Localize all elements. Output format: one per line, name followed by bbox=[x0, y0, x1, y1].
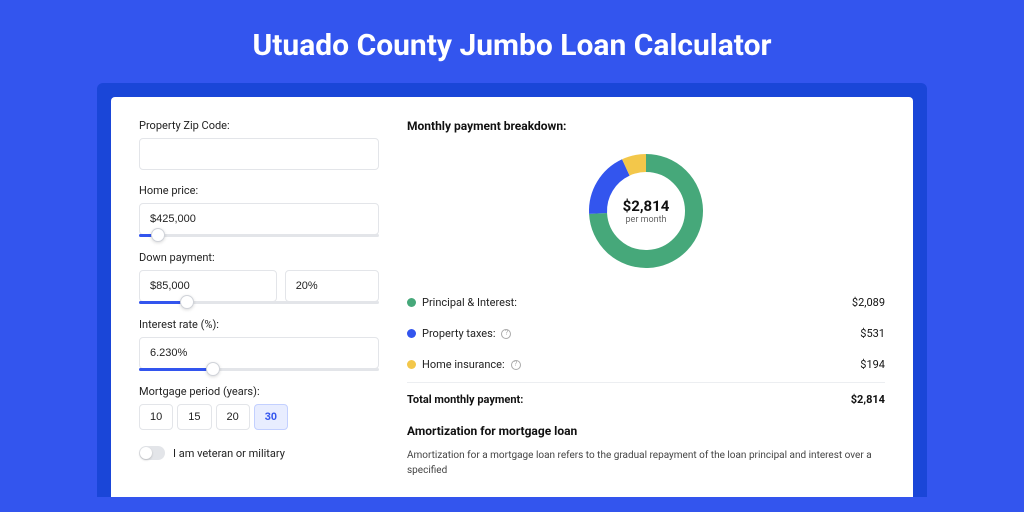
breakdown-row-principal_interest: Principal & Interest: $2,089 bbox=[407, 287, 885, 318]
interest-rate-input[interactable] bbox=[139, 337, 379, 369]
home-price-slider-thumb[interactable] bbox=[151, 228, 165, 242]
home-price-label: Home price: bbox=[139, 184, 379, 197]
breakdown-value: $194 bbox=[860, 358, 885, 371]
veteran-toggle-knob bbox=[140, 447, 152, 459]
card-outer: Property Zip Code: Home price: Down paym… bbox=[97, 83, 927, 497]
home-price-slider[interactable] bbox=[139, 234, 379, 237]
amortization-title: Amortization for mortgage loan bbox=[407, 424, 885, 438]
donut-sublabel: per month bbox=[623, 215, 670, 225]
down-payment-label: Down payment: bbox=[139, 251, 379, 264]
zip-label: Property Zip Code: bbox=[139, 119, 379, 132]
breakdown-value: $2,089 bbox=[852, 296, 885, 309]
breakdown-column: Monthly payment breakdown: $2,814 per mo… bbox=[407, 119, 885, 497]
period-btn-15[interactable]: 15 bbox=[177, 404, 211, 430]
payment-donut-chart: $2,814 per month bbox=[586, 151, 706, 271]
info-icon[interactable]: ? bbox=[511, 360, 521, 370]
donut-segment bbox=[626, 163, 646, 167]
period-btn-10[interactable]: 10 bbox=[139, 404, 173, 430]
breakdown-title: Monthly payment breakdown: bbox=[407, 119, 885, 133]
interest-rate-slider[interactable] bbox=[139, 368, 379, 371]
zip-input[interactable] bbox=[139, 138, 379, 170]
calculator-card: Property Zip Code: Home price: Down paym… bbox=[111, 97, 913, 497]
info-icon[interactable]: ? bbox=[501, 329, 511, 339]
total-label: Total monthly payment: bbox=[407, 393, 523, 406]
breakdown-row-property_taxes: Property taxes:? $531 bbox=[407, 318, 885, 349]
down-payment-percent-input[interactable] bbox=[285, 270, 379, 302]
total-value: $2,814 bbox=[851, 393, 885, 406]
veteran-toggle[interactable] bbox=[139, 446, 165, 460]
breakdown-row-home_insurance: Home insurance:? $194 bbox=[407, 349, 885, 380]
down-payment-slider-thumb[interactable] bbox=[180, 295, 194, 309]
breakdown-label: Principal & Interest: bbox=[422, 296, 517, 309]
legend-dot-icon bbox=[407, 298, 416, 307]
breakdown-value: $531 bbox=[860, 327, 885, 340]
legend-dot-icon bbox=[407, 329, 416, 338]
interest-rate-slider-thumb[interactable] bbox=[206, 362, 220, 376]
home-price-input[interactable] bbox=[139, 203, 379, 235]
veteran-label: I am veteran or military bbox=[173, 447, 285, 460]
breakdown-label: Property taxes: bbox=[422, 327, 495, 340]
interest-rate-label: Interest rate (%): bbox=[139, 318, 379, 331]
donut-amount: $2,814 bbox=[623, 197, 670, 215]
mortgage-period-label: Mortgage period (years): bbox=[139, 385, 379, 398]
period-btn-20[interactable]: 20 bbox=[216, 404, 250, 430]
down-payment-slider[interactable] bbox=[139, 301, 379, 304]
legend-dot-icon bbox=[407, 360, 416, 369]
amortization-text: Amortization for a mortgage loan refers … bbox=[407, 448, 885, 478]
form-column: Property Zip Code: Home price: Down paym… bbox=[139, 119, 379, 497]
page-title: Utuado County Jumbo Loan Calculator bbox=[0, 28, 1024, 63]
period-btn-30[interactable]: 30 bbox=[254, 404, 288, 430]
breakdown-label: Home insurance: bbox=[422, 358, 505, 371]
down-payment-amount-input[interactable] bbox=[139, 270, 277, 302]
